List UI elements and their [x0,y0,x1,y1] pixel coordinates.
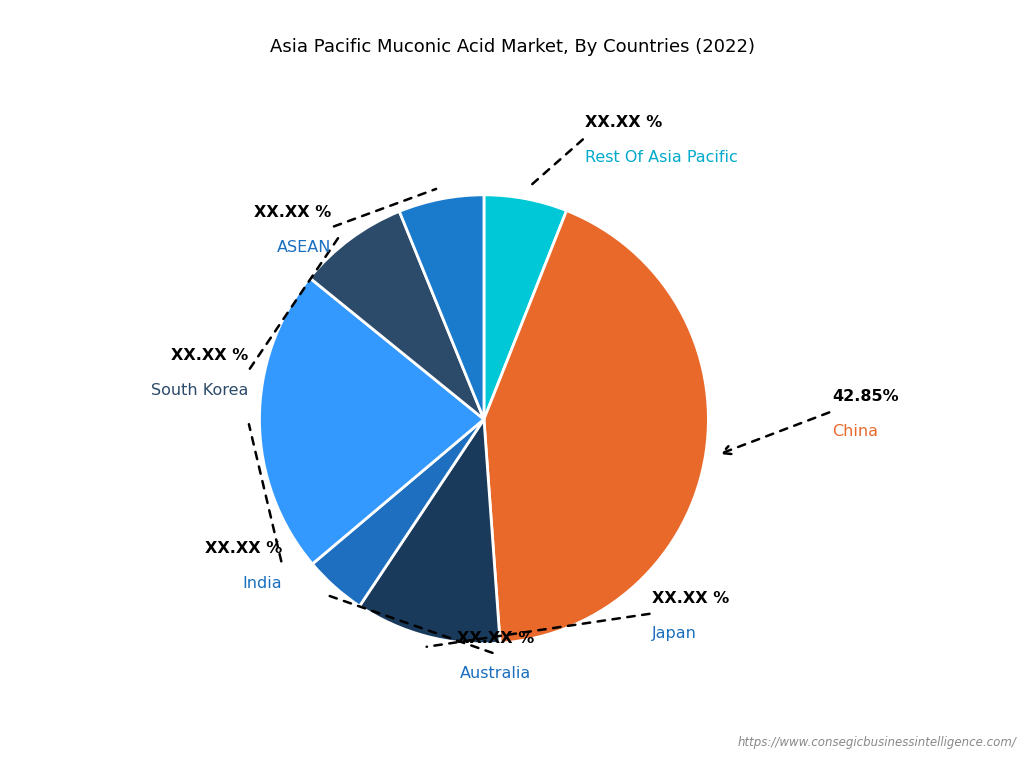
Text: XX.XX %: XX.XX % [652,591,729,605]
Text: https://www.consegicbusinessintelligence.com/: https://www.consegicbusinessintelligence… [737,736,1016,749]
Text: XX.XX %: XX.XX % [171,348,248,363]
Text: China: China [831,424,878,439]
Text: South Korea: South Korea [151,383,248,399]
Text: XX.XX %: XX.XX % [205,541,282,556]
Text: Australia: Australia [460,666,530,681]
Wedge shape [259,278,484,564]
Wedge shape [399,195,484,419]
Wedge shape [484,210,709,643]
Wedge shape [309,211,484,419]
Text: Rest Of Asia Pacific: Rest Of Asia Pacific [585,150,737,165]
Text: XX.XX %: XX.XX % [585,114,663,130]
Wedge shape [484,195,566,419]
Text: ASEAN: ASEAN [276,240,332,255]
Text: 42.85%: 42.85% [831,389,898,403]
Text: Japan: Japan [652,626,697,641]
Wedge shape [312,419,484,606]
Wedge shape [359,419,500,644]
Text: XX.XX %: XX.XX % [457,631,534,646]
Text: India: India [243,577,282,591]
Text: XX.XX %: XX.XX % [254,204,332,220]
Title: Asia Pacific Muconic Acid Market, By Countries (2022): Asia Pacific Muconic Acid Market, By Cou… [269,38,755,56]
